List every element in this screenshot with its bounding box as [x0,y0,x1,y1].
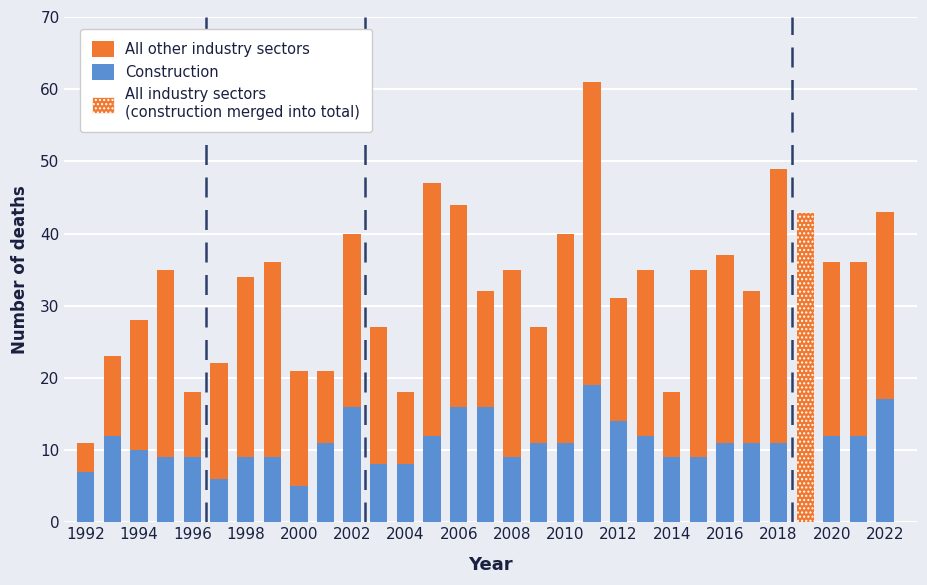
Bar [77,443,95,472]
Bar [849,436,866,522]
Bar [131,450,147,522]
Bar [210,479,227,522]
Bar [263,457,281,522]
Bar [556,443,573,522]
Bar [822,436,839,522]
Bar [768,443,786,522]
Bar [343,233,361,407]
Bar [77,472,95,522]
Bar [397,393,413,464]
Bar [582,82,600,385]
Bar [157,270,174,457]
Bar [875,212,893,400]
Bar [689,270,706,457]
Bar [822,263,839,436]
Bar [476,291,493,407]
Bar [236,277,254,457]
Bar [236,457,254,522]
Bar [636,270,654,436]
Bar [370,464,387,522]
Bar [370,328,387,464]
Bar [556,233,573,443]
Bar [184,457,201,522]
Bar [290,486,307,522]
Bar [397,464,413,522]
Bar [743,291,759,443]
Bar [502,457,520,522]
Bar [875,400,893,522]
Bar [609,421,627,522]
Bar [609,298,627,421]
Bar [157,457,174,522]
Bar [290,371,307,486]
Bar [743,443,759,522]
Bar [210,363,227,479]
Bar [795,212,813,522]
Bar [104,356,121,436]
Bar [476,407,493,522]
Bar [582,385,600,522]
Bar [502,270,520,457]
Bar [849,263,866,436]
Bar [316,443,334,522]
Bar [263,263,281,457]
Bar [716,255,733,443]
Bar [343,407,361,522]
Bar [316,371,334,443]
Bar [716,443,733,522]
Bar [636,436,654,522]
Bar [184,393,201,457]
Bar [768,168,786,443]
Bar [104,436,121,522]
X-axis label: Year: Year [468,556,513,574]
Bar [689,457,706,522]
Bar [529,328,547,443]
Bar [423,436,440,522]
Bar [423,183,440,436]
Y-axis label: Number of deaths: Number of deaths [11,185,29,354]
Bar [529,443,547,522]
Legend: All other industry sectors, Construction, All industry sectors
(construction mer: All other industry sectors, Construction… [81,29,372,132]
Bar [131,320,147,450]
Bar [450,407,467,522]
Bar [450,205,467,407]
Bar [663,393,679,457]
Bar [663,457,679,522]
